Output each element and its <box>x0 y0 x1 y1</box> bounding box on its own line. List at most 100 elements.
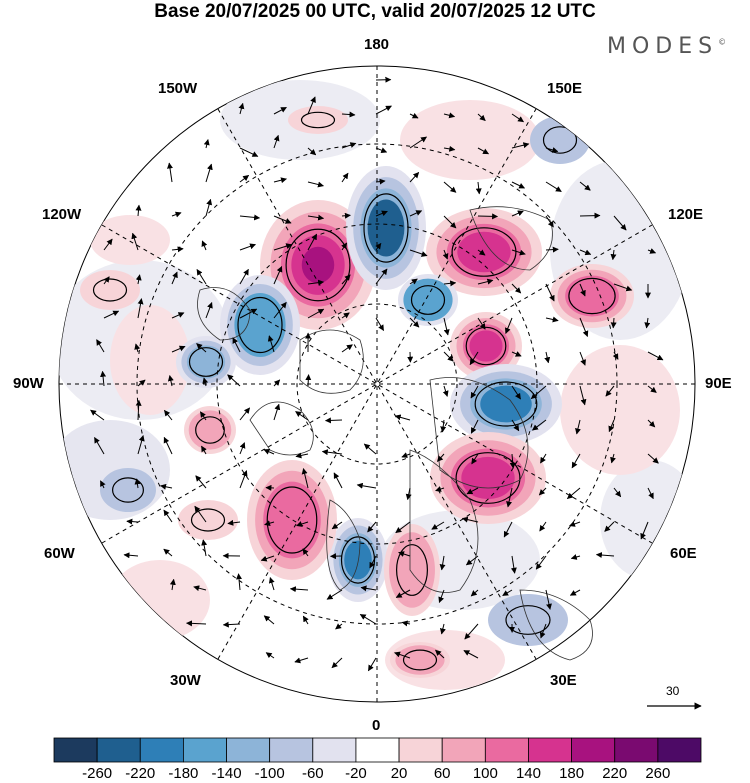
wind-vector <box>570 554 581 560</box>
wind-vector <box>341 312 350 319</box>
wind-vector <box>575 419 581 435</box>
wind-vector <box>610 317 617 329</box>
wind-vector <box>171 312 185 319</box>
lon-label-30w: 30W <box>170 672 201 689</box>
wind-vector <box>239 442 246 455</box>
wind-vector <box>238 102 245 115</box>
anomaly-negative-weak <box>600 460 695 580</box>
wind-vector <box>443 317 450 336</box>
wind-vector <box>307 308 325 319</box>
anomaly-positive <box>457 231 511 273</box>
wind-vector <box>511 210 524 217</box>
contour-line <box>266 486 318 554</box>
anomaly-positive <box>395 645 445 675</box>
wind-vector <box>273 243 293 251</box>
wind-vector <box>131 232 139 251</box>
anomaly-positive-weak <box>110 305 190 415</box>
wind-vector <box>239 308 258 319</box>
wind-vector <box>171 211 182 218</box>
wind-vector <box>510 555 517 574</box>
wind-vector <box>545 589 552 610</box>
wind-vector <box>466 487 479 495</box>
wind-vector <box>103 238 113 251</box>
wind-vector <box>461 516 479 523</box>
wind-vector <box>647 351 664 361</box>
wind-vector <box>307 214 325 221</box>
wind-vector <box>395 521 411 534</box>
wind-vector <box>647 248 657 254</box>
wind-vector <box>186 620 207 627</box>
wind-vector <box>369 555 377 569</box>
wind-vector <box>437 453 445 462</box>
wind-vector <box>545 316 559 323</box>
wind-vector <box>569 589 581 596</box>
lon-label-120w: 120W <box>42 206 82 223</box>
wind-vector <box>613 487 622 498</box>
wind-vector <box>443 145 456 152</box>
wind-vector <box>137 379 146 387</box>
wind-vector <box>442 249 449 260</box>
wind-vector <box>295 411 309 421</box>
wind-vector <box>475 181 482 195</box>
colorbar-swatch <box>355 737 400 763</box>
wind-vector <box>409 112 419 119</box>
wind-vector <box>201 539 208 557</box>
wind-vector <box>232 337 241 353</box>
wind-vector <box>326 589 343 600</box>
contour-line <box>340 536 376 584</box>
wind-vector <box>477 113 486 122</box>
wind-vector <box>236 573 242 591</box>
colorbar-swatch <box>441 737 486 763</box>
wind-vector <box>341 242 348 251</box>
colorbar <box>53 737 702 763</box>
wind-vector <box>477 147 490 155</box>
contour-line <box>542 126 578 154</box>
contour-line <box>505 605 551 635</box>
wind-vector <box>321 449 343 456</box>
wind-vector <box>227 374 241 387</box>
wind-vector <box>504 317 513 334</box>
wind-vector <box>566 487 581 499</box>
wind-vector <box>135 204 142 217</box>
colorbar-tick-label: 100 <box>472 765 498 782</box>
wind-vector <box>96 339 105 353</box>
wind-vector <box>511 385 521 400</box>
wind-vector <box>470 385 479 399</box>
wind-vector <box>302 548 309 557</box>
wind-vector <box>438 589 445 604</box>
wind-vector <box>613 283 633 292</box>
wind-vector <box>511 419 520 432</box>
wind-vector <box>644 317 651 329</box>
wind-vector <box>201 445 207 455</box>
wind-vector <box>307 147 317 156</box>
wind-vector <box>363 443 377 455</box>
wind-vector <box>375 178 386 185</box>
wind-vector <box>239 214 261 221</box>
wind-vector <box>545 283 555 302</box>
wind-vector <box>439 623 446 635</box>
lon-label-0: 0 <box>372 717 381 734</box>
wind-vector <box>545 147 559 153</box>
contour-line <box>474 381 538 427</box>
wind-vector <box>477 278 494 285</box>
wind-vector <box>196 343 207 353</box>
wind-vector <box>296 521 309 527</box>
wind-vector <box>341 212 351 219</box>
wind-vector <box>160 483 173 490</box>
wind-vector <box>202 377 209 387</box>
anomaly-positive <box>80 270 140 310</box>
contour-line <box>190 508 226 532</box>
wind-vector <box>331 521 343 530</box>
anomaly-positive <box>301 246 335 284</box>
colorbar-tick-label: 180 <box>559 765 585 782</box>
wind-vector <box>535 555 547 570</box>
wind-vector <box>394 651 411 659</box>
wind-vector <box>439 555 446 571</box>
wind-vector <box>273 265 283 285</box>
lon-label-60e: 60E <box>670 545 697 562</box>
wind-vector <box>324 417 343 424</box>
wind-vector <box>503 521 513 538</box>
wind-vector <box>442 385 449 397</box>
anomaly-positive <box>461 456 515 500</box>
contour-line <box>188 347 224 377</box>
